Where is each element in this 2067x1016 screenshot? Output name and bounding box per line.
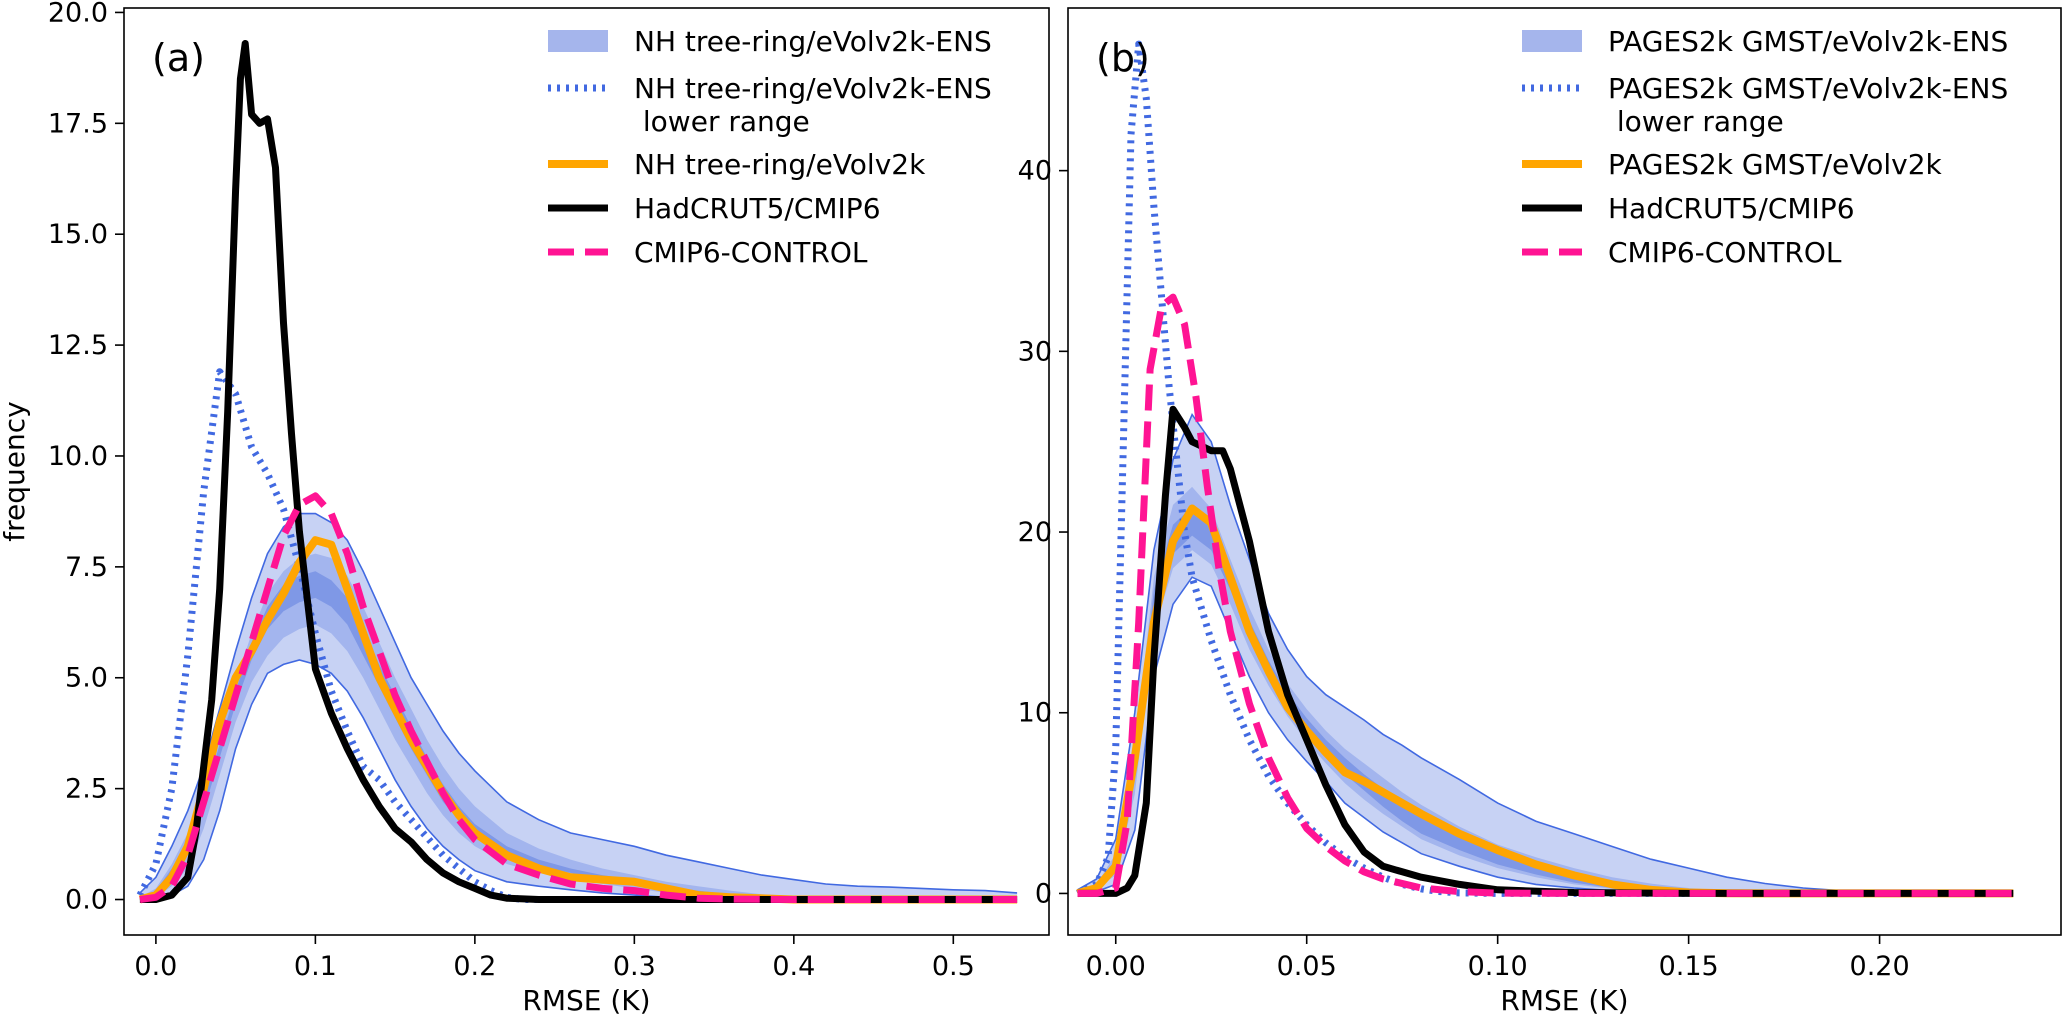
legend: PAGES2k GMST/eVolv2k-ENS PAGES2k GMST/eVo…: [1522, 25, 2008, 269]
hadcrut5-cmip6-line: [1077, 405, 2014, 897]
legend: NH tree-ring/eVolv2k-ENS NH tree-ring/eVo…: [548, 25, 992, 269]
x-tick-label: 0.0: [134, 951, 177, 982]
legend-label: HadCRUT5/CMIP6: [634, 192, 881, 225]
y-tick-label: 17.5: [48, 108, 108, 139]
y-tick-label: 10: [1018, 698, 1052, 729]
x-tick-label: 0.20: [1850, 951, 1910, 982]
y-tick-label: 7.5: [65, 552, 108, 583]
x-tick-label: 0.10: [1468, 951, 1528, 982]
legend-patch-ensemble: [548, 30, 608, 52]
axes-frame: [1067, 7, 2062, 936]
y-tick-label: 12.5: [48, 330, 108, 361]
x-tick-label: 0.15: [1659, 951, 1719, 982]
legend-label: HadCRUT5/CMIP6: [1608, 192, 1855, 225]
x-tick-label: 0.05: [1277, 951, 1337, 982]
x-tick-label: 0.5: [932, 951, 975, 982]
legend-label: NH tree-ring/eVolv2k-ENS lower range: [634, 72, 992, 138]
legend-label: PAGES2k GMST/eVolv2k-ENS lower range: [1608, 72, 2008, 138]
cmip6-control-line: [1077, 293, 2014, 897]
y-tick-label: 5.0: [65, 663, 108, 694]
panel-b: 0.00 0.05 0.10 0.15 0.20 0 10 20 30 40 RMSE (K) (b)…: [1018, 7, 2062, 1016]
legend-label: NH tree-ring/eVolv2k-ENS: [634, 25, 992, 58]
panel-label: (a): [152, 36, 205, 80]
x-tick-label: 0.1: [294, 951, 337, 982]
ensemble-band-middle: [1077, 486, 2014, 894]
ensemble-upper-edge-line: [139, 512, 1018, 894]
y-tick-label: 40: [1018, 156, 1052, 187]
x-tick-label: 0.2: [453, 951, 496, 982]
axes-frame: [123, 7, 1050, 936]
legend-patch-ensemble: [1522, 30, 1582, 52]
x-tick-label: 0.3: [613, 951, 656, 982]
y-tick-label: 15.0: [48, 219, 108, 250]
plot-area: [136, 40, 1018, 904]
ensemble-band-outer: [1077, 414, 2014, 894]
hadcrut5-cmip6-line: [139, 40, 1018, 903]
x-tick-label: 0.00: [1086, 951, 1146, 982]
x-tick-label: 0.4: [772, 951, 815, 982]
x-axis-label: RMSE (K): [1500, 984, 1628, 1016]
legend-label: CMIP6-CONTROL: [1608, 236, 1842, 269]
ensemble-median-line: [138, 536, 1018, 904]
y-tick-label: 20: [1018, 517, 1052, 548]
panel-label: (b): [1096, 36, 1150, 80]
legend-label: PAGES2k GMST/eVolv2k-ENS: [1608, 25, 2008, 58]
y-tick-label: 0: [1035, 878, 1052, 909]
y-tick-label: 30: [1018, 336, 1052, 367]
y-tick-label: 2.5: [65, 774, 108, 805]
y-axis-label: frequency: [0, 401, 31, 541]
y-tick-label: 0.0: [65, 885, 108, 916]
legend-label: NH tree-ring/eVolv2k: [634, 148, 926, 181]
y-tick-label: 10.0: [48, 441, 108, 472]
cmip6-control-line: [139, 492, 1018, 903]
ensemble-band-outer: [139, 513, 1018, 900]
plot-area: [1076, 40, 2014, 898]
panel-a: 0.0 0.1 0.2 0.3 0.4 0.5 0.0 2.5 5.0 7.5 10.0 12.5 15…: [0, 0, 1050, 1016]
y-tick-label: 20.0: [48, 0, 108, 28]
legend-label: PAGES2k GMST/eVolv2k: [1608, 148, 1943, 181]
legend-label: CMIP6-CONTROL: [634, 236, 868, 269]
x-axis-label: RMSE (K): [522, 984, 650, 1016]
